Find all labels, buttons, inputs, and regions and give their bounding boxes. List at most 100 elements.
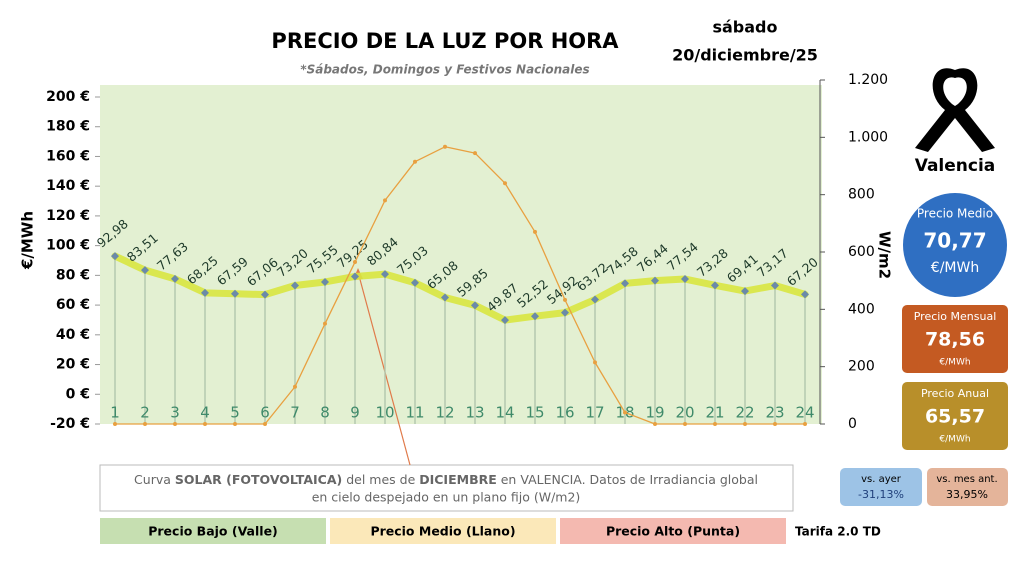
solar-marker — [143, 422, 147, 426]
y-tick-label: 80 € — [56, 267, 90, 283]
solar-marker — [503, 181, 507, 186]
solar-marker — [593, 360, 597, 365]
y-tick-label: 120 € — [46, 208, 90, 224]
solar-marker — [203, 422, 207, 426]
monthly-box — [902, 305, 1008, 373]
legend-mid-label: Precio Medio (Llano) — [370, 524, 515, 539]
legend-high — [560, 518, 786, 544]
solar-marker — [113, 422, 117, 426]
x-tick-label: 8 — [320, 404, 330, 422]
price-marker — [201, 288, 209, 297]
y-tick-label: 180 € — [46, 119, 90, 135]
y2-tick-label: 200 — [848, 359, 875, 375]
price-marker — [231, 289, 239, 298]
price-marker — [561, 308, 569, 317]
price-marker — [771, 281, 779, 290]
price-marker — [681, 275, 689, 284]
note-arrow — [357, 271, 411, 466]
solar-marker — [353, 260, 357, 265]
note-line-2: en cielo despejado en un plano fijo (W/m… — [312, 490, 581, 505]
monthly-label: Precio Mensual — [914, 310, 997, 323]
x-tick-label: 3 — [170, 404, 180, 422]
y-axis-label: €/MWh — [19, 211, 37, 270]
y2-tick-label: 0 — [848, 416, 857, 432]
x-tick-label: 10 — [375, 404, 394, 422]
x-tick-label: 6 — [260, 404, 270, 422]
vs-month-label: vs. mes ant. — [936, 474, 997, 485]
yearly-box — [902, 382, 1008, 450]
solar-marker — [443, 144, 447, 149]
y2-tick-label: 800 — [848, 187, 875, 203]
x-tick-label: 5 — [230, 404, 240, 422]
price-marker — [621, 279, 629, 288]
price-marker — [531, 312, 539, 321]
note-text: en VALENCIA. Datos de Irradiancia global — [497, 472, 758, 487]
y2-axis-label: W/m2 — [876, 231, 894, 279]
price-line — [111, 252, 809, 324]
legend-low — [100, 518, 326, 544]
solar-marker — [623, 410, 627, 415]
solar-marker — [173, 422, 177, 426]
x-tick-label: 21 — [705, 404, 724, 422]
x-tick-label: 16 — [555, 404, 574, 422]
price-marker — [651, 276, 659, 285]
price-marker — [261, 290, 269, 299]
price-marker — [441, 293, 449, 302]
mourning-ribbon — [915, 68, 995, 152]
y2-tick-label: 400 — [848, 301, 875, 317]
price-marker — [351, 272, 359, 281]
chart-title: PRECIO DE LA LUZ POR HORA — [271, 29, 619, 53]
price-marker — [501, 316, 509, 325]
y2-tick-label: 600 — [848, 244, 875, 260]
price-marker — [471, 301, 479, 310]
price-marker — [291, 281, 299, 290]
solar-marker — [233, 422, 237, 426]
y2-tick-label: 1.000 — [848, 129, 888, 145]
x-tick-label: 14 — [495, 404, 514, 422]
legend-low-label: Precio Bajo (Valle) — [148, 524, 278, 539]
y-tick-label: 140 € — [46, 178, 90, 194]
solar-marker — [293, 384, 297, 389]
note-line-1: Curva SOLAR (FOTOVOLTAICA) del mes de DI… — [134, 472, 758, 487]
x-tick-label: 15 — [525, 404, 544, 422]
solar-marker — [473, 151, 477, 156]
vs-month-box — [927, 468, 1008, 506]
solar-marker — [263, 422, 267, 426]
x-tick-label: 2 — [140, 404, 150, 422]
x-tick-label: 17 — [585, 404, 604, 422]
yearly-label: Precio Anual — [921, 387, 989, 400]
solar-marker — [413, 159, 417, 164]
price-marker — [711, 281, 719, 290]
y2-tick-label: 1.200 — [848, 72, 888, 88]
x-tick-label: 19 — [645, 404, 664, 422]
price-marker — [801, 290, 809, 299]
day: sábado — [712, 18, 777, 37]
solar-marker — [683, 422, 687, 426]
legend-high-label: Precio Alto (Punta) — [606, 524, 740, 539]
date: 20/diciembre/25 — [672, 46, 818, 65]
x-tick-label: 11 — [405, 404, 424, 422]
price-marker — [111, 252, 119, 261]
y-tick-label: 60 € — [56, 297, 90, 313]
y-tick-label: 100 € — [46, 238, 90, 254]
monthly-unit: €/MWh — [939, 358, 970, 368]
monthly-value: 78,56 — [925, 329, 985, 351]
note-text: del mes de — [342, 472, 419, 487]
y-tick-label: 20 € — [56, 357, 90, 373]
solar-marker — [743, 422, 747, 426]
note-text: DICIEMBRE — [419, 472, 497, 487]
tariff: Tarifa 2.0 TD — [795, 525, 881, 539]
average-value: 70,77 — [923, 229, 986, 253]
x-tick-label: 20 — [675, 404, 694, 422]
city: Valencia — [915, 156, 996, 176]
solar-marker — [563, 297, 567, 302]
average-unit: €/MWh — [931, 260, 979, 276]
price-marker — [321, 277, 329, 286]
x-tick-label: 24 — [795, 404, 814, 422]
legend-mid — [330, 518, 556, 544]
x-tick-label: 13 — [465, 404, 484, 422]
x-tick-label: 23 — [765, 404, 784, 422]
x-tick-label: 9 — [350, 404, 360, 422]
